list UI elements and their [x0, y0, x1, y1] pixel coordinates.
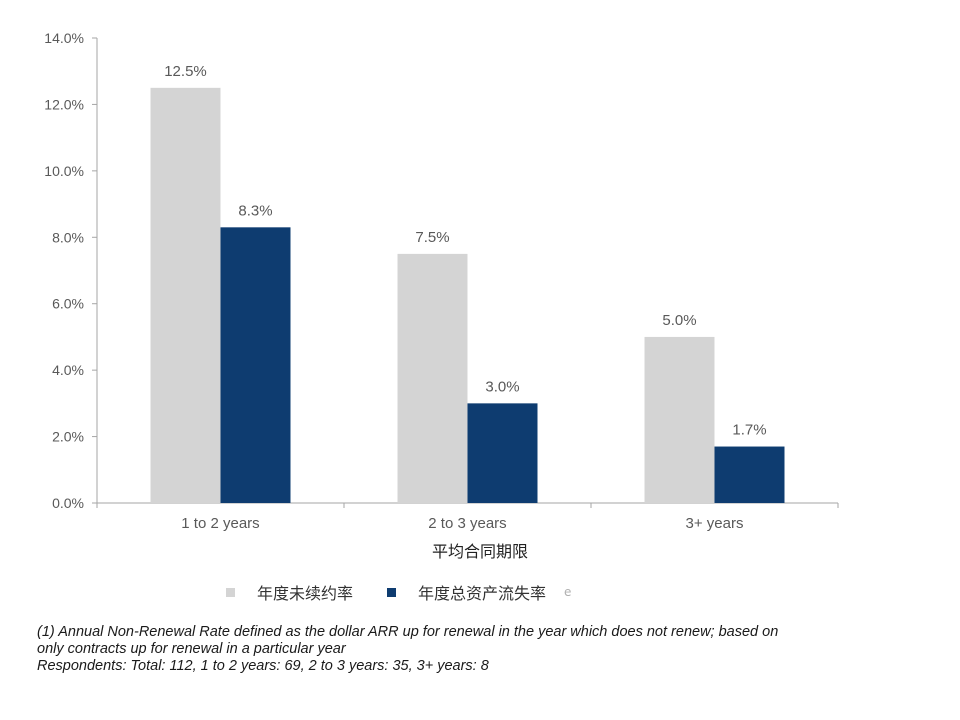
y-tick-label: 4.0% [52, 362, 84, 378]
y-tick-label: 6.0% [52, 296, 84, 312]
footnote-line-2: only contracts up for renewal in a parti… [37, 641, 346, 657]
x-category-label: 3+ years [686, 515, 744, 532]
footnote-line-3: Respondents: Total: 112, 1 to 2 years: 6… [37, 658, 489, 674]
legend-swatch-series-2 [387, 587, 397, 597]
legend-item-series-1: 年度未续约率 [226, 580, 353, 604]
legend-label-series-2: 年度总资产流失率 [418, 584, 547, 603]
legend-item-series-2: 年度总资产流失率 [387, 580, 546, 604]
x-category-label: 2 to 3 years [428, 515, 506, 532]
y-tick-label: 8.0% [52, 229, 84, 245]
y-tick-label: 2.0% [52, 429, 84, 445]
y-tick-label: 12.0% [44, 96, 84, 112]
data-label: 8.3% [238, 202, 272, 219]
data-label: 7.5% [415, 229, 449, 246]
bar-series-2 [467, 403, 538, 503]
bar-series-2 [220, 227, 291, 504]
y-tick-label: 0.0% [52, 495, 84, 511]
bar-series-1 [150, 87, 221, 504]
legend: 年度未续约率 年度总资产流失率 e [226, 580, 571, 604]
legend-label-series-1: 年度未续约率 [257, 584, 354, 603]
data-label: 3.0% [485, 378, 519, 395]
bar-series-2 [714, 446, 785, 503]
legend-swatch-series-1 [226, 587, 235, 597]
data-label: 12.5% [164, 63, 207, 80]
y-tick-label: 14.0% [44, 30, 84, 46]
data-label: 1.7% [732, 422, 766, 439]
y-tick-label: 10.0% [44, 163, 84, 179]
legend-artifact-text: e [564, 585, 572, 599]
bar-series-1 [397, 253, 468, 503]
footnote: (1) Annual Non-Renewal Rate defined as t… [37, 624, 917, 675]
x-category-label: 1 to 2 years [181, 515, 259, 532]
data-label: 5.0% [662, 312, 696, 329]
footnote-line-1: (1) Annual Non-Renewal Rate defined as t… [37, 624, 779, 640]
bar-series-1 [644, 336, 715, 503]
x-axis-title: 平均合同期限 [431, 542, 528, 561]
bar-chart: 0.0% 2.0% 4.0% 6.0% 8.0% 10.0% 12.0% 14.0% 12.5… [44, 30, 839, 532]
